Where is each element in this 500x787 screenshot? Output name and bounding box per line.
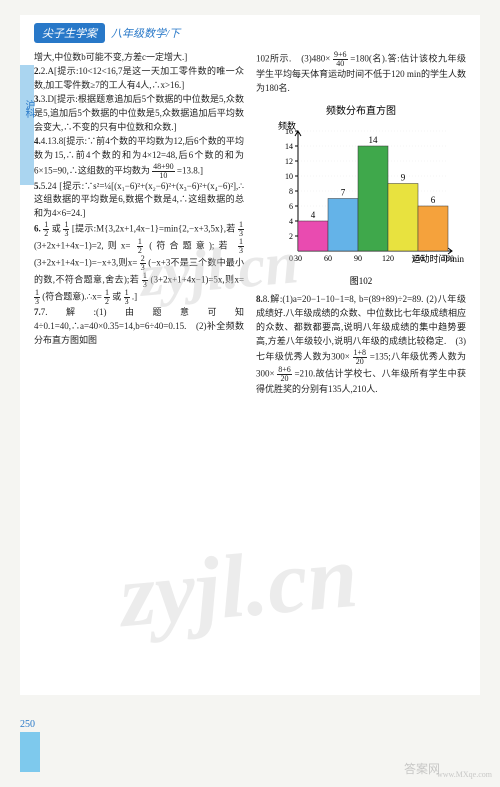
footer-brand: 答案网	[404, 760, 440, 777]
header: 尖子生学案 八年级数学/下	[34, 23, 466, 43]
svg-text:120: 120	[382, 254, 394, 263]
svg-text:14: 14	[285, 142, 293, 151]
side-strip	[20, 65, 34, 185]
answer-item-5: 5.5.24 [提示:∵s²=¼[(x₁−6)²+(x₂−6)²+(x₃−6)²…	[34, 180, 244, 222]
svg-text:14: 14	[369, 135, 379, 145]
fraction: 13	[142, 272, 148, 289]
svg-text:12: 12	[285, 157, 293, 166]
svg-text:2: 2	[289, 232, 293, 241]
answer-item-3: 3.3.D[提示:根据题意追加后5个数据的中位数是5,众数是5,追加后5个数据的…	[34, 93, 244, 135]
right-top-text: 102所示. (3)480× 9+640 =180(名).答:估计该校九年级学生…	[256, 51, 466, 96]
page-number-wrap: 250	[20, 719, 40, 772]
header-badge: 尖子生学案	[34, 23, 105, 43]
x-axis-label: 运动时间/min	[411, 252, 464, 265]
answer-item-4: 4.4.13.8[提示:∵前4个数的平均数为12,后6个数的平均数为15,∴前4…	[34, 135, 244, 180]
item4-a: 4.13.8[提示:∵前4个数的平均数为12,后6个数的平均数为15,∴前4个数…	[34, 136, 244, 175]
fraction: 12	[43, 221, 49, 238]
answer-item-8: 8.8.解:(1)a=20−1−10−1=8, b=(89+89)÷2=89. …	[256, 293, 466, 397]
side-label: 沪科	[21, 100, 36, 116]
chart-caption: 图102	[256, 274, 466, 287]
fraction: 48+9010	[152, 163, 175, 180]
left-column: 增大,中位数b可能不变,方差c一定增大.] 2.2.A[提示:10<12<16,…	[34, 51, 244, 397]
page-number: 250	[20, 719, 40, 730]
svg-text:30: 30	[294, 254, 302, 263]
svg-text:10: 10	[285, 172, 293, 181]
fraction: 13	[34, 289, 40, 306]
svg-text:4: 4	[311, 210, 316, 220]
chart-title: 频数分布直方图	[256, 102, 466, 117]
fraction: 9+640	[333, 51, 348, 68]
svg-text:9: 9	[401, 172, 406, 182]
svg-text:8: 8	[289, 187, 293, 196]
fraction: 23	[140, 255, 146, 272]
fraction: 13	[63, 221, 69, 238]
answer-item-6: 6. 12 或 13 [提示:M{3,2x+1,4x−1}=min{2,−x+3…	[34, 221, 244, 306]
fraction: 13	[238, 221, 244, 238]
fraction: 12	[137, 238, 143, 255]
header-subtitle: 八年级数学/下	[111, 25, 180, 41]
fraction: 1+820	[353, 349, 368, 366]
text-line-0: 增大,中位数b可能不变,方差c一定增大.]	[34, 51, 244, 65]
fraction: 13	[238, 238, 244, 255]
svg-text:60: 60	[324, 254, 332, 263]
page-number-bar	[20, 732, 40, 772]
right-column: 102所示. (3)480× 9+640 =180(名).答:估计该校九年级学生…	[256, 51, 466, 397]
item4-b: =13.8.]	[177, 165, 203, 175]
answer-item-2: 2.2.A[提示:10<12<16,7是这一天加工零件数的唯一众数,加工零件数≥…	[34, 65, 244, 93]
fraction: 13	[124, 289, 130, 306]
histogram-chart: 频数 2468101214164714963060901201501800 运动…	[266, 121, 456, 271]
fraction: 12	[104, 289, 110, 306]
y-axis-label: 频数	[278, 119, 296, 132]
fraction: 8+620	[277, 366, 292, 383]
svg-text:7: 7	[341, 187, 346, 197]
content-columns: 增大,中位数b可能不变,方差c一定增大.] 2.2.A[提示:10<12<16,…	[34, 51, 466, 397]
footer-url: www.MXqe.com	[437, 770, 492, 779]
chart-svg: 2468101214164714963060901201501800	[266, 121, 456, 271]
page: 沪科 尖子生学案 八年级数学/下 增大,中位数b可能不变,方差c一定增大.] 2…	[20, 15, 480, 695]
answer-item-7: 7.7.解:(1)由题意可知4÷0.1=40,∴a=40×0.35=14,b=6…	[34, 306, 244, 348]
svg-text:6: 6	[431, 195, 436, 205]
svg-text:6: 6	[289, 202, 293, 211]
svg-text:90: 90	[354, 254, 362, 263]
svg-text:0: 0	[289, 254, 293, 263]
svg-text:4: 4	[289, 217, 293, 226]
